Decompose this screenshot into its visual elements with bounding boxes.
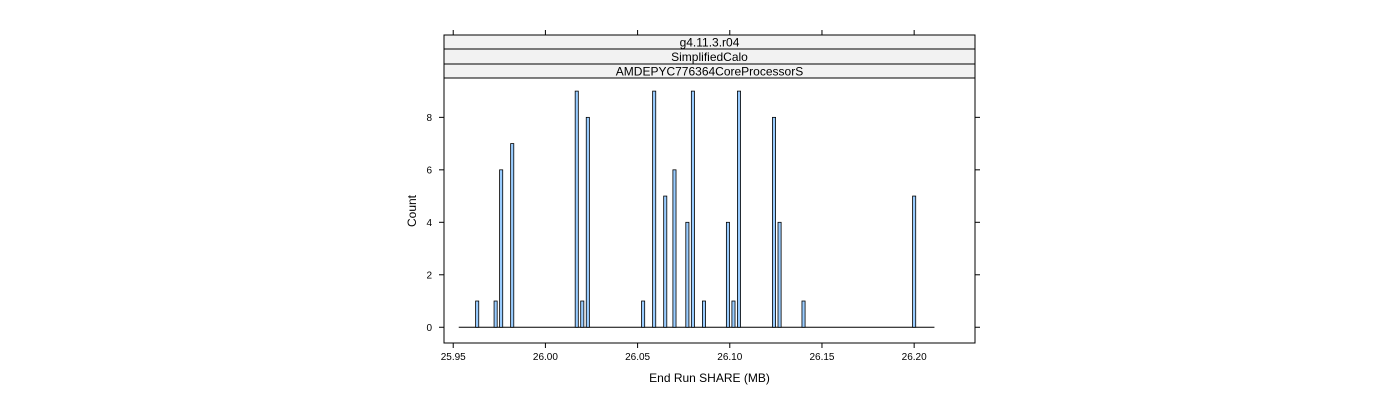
histogram-bar bbox=[690, 90, 695, 328]
histogram-bar bbox=[510, 143, 515, 328]
x-tick-label: 26.20 bbox=[902, 352, 927, 363]
y-tick-label: 2 bbox=[426, 270, 432, 281]
strip-1-label: g4.11.3.r04 bbox=[680, 36, 740, 50]
histogram-bar bbox=[702, 300, 706, 328]
strip-group: g4.11.3.r04 SimplifiedCalo AMDEPYC776364… bbox=[443, 34, 976, 79]
strip-2-label: SimplifiedCalo bbox=[671, 50, 748, 64]
x-axis-ticks: 25.95 26.00 26.05 26.10 26.15 26.20 bbox=[441, 30, 927, 363]
bars-group bbox=[458, 90, 935, 328]
x-tick-label: 26.05 bbox=[625, 352, 650, 363]
histogram-bar bbox=[777, 221, 782, 328]
histogram-bar bbox=[912, 195, 917, 328]
x-axis-title: End Run SHARE (MB) bbox=[649, 371, 770, 385]
histogram-bar bbox=[585, 116, 590, 328]
histogram-bar bbox=[772, 116, 776, 328]
histogram-bar bbox=[499, 169, 504, 328]
histogram-bar bbox=[493, 300, 498, 328]
histogram-bar bbox=[801, 300, 806, 328]
panel-frame bbox=[443, 77, 976, 344]
histogram-bar bbox=[580, 300, 585, 328]
y-tick-label: 0 bbox=[426, 323, 432, 334]
histogram-bar bbox=[672, 169, 677, 328]
histogram-bar bbox=[663, 195, 668, 328]
x-tick-label: 26.00 bbox=[533, 352, 558, 363]
histogram-bar bbox=[641, 300, 646, 328]
histogram-bar bbox=[725, 221, 730, 328]
strip-3-label: AMDEPYC776364CoreProcessorS bbox=[616, 65, 803, 79]
y-tick-label: 8 bbox=[426, 113, 432, 124]
y-axis-ticks: 0 2 4 6 8 bbox=[426, 113, 980, 334]
histogram-bar bbox=[737, 90, 741, 328]
x-tick-label: 25.95 bbox=[441, 352, 466, 363]
histogram-bar bbox=[574, 90, 579, 328]
x-tick-label: 26.15 bbox=[809, 352, 834, 363]
histogram-bar bbox=[475, 300, 480, 328]
y-axis-title: Count bbox=[405, 194, 419, 227]
histogram-bar bbox=[731, 300, 736, 328]
histogram-bar bbox=[652, 90, 657, 328]
y-tick-label: 4 bbox=[426, 218, 432, 229]
x-tick-label: 26.10 bbox=[717, 352, 742, 363]
y-tick-label: 6 bbox=[426, 165, 432, 176]
histogram-bar bbox=[685, 221, 690, 328]
